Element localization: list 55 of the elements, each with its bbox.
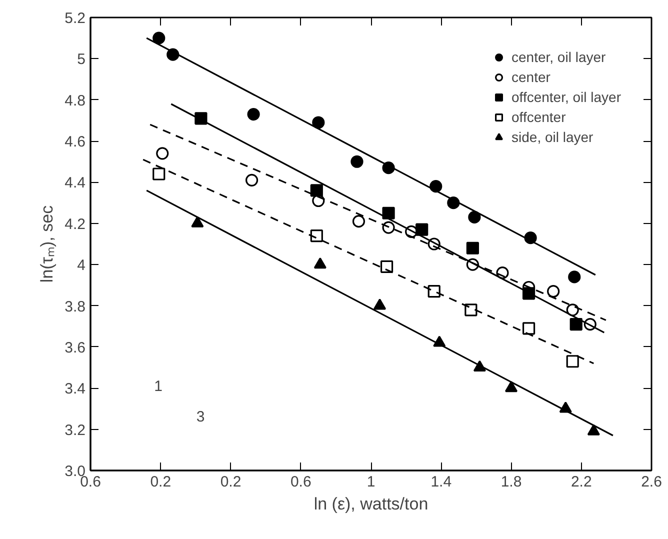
- point: [568, 270, 581, 284]
- y-tick-label: 3.6: [64, 339, 86, 356]
- point: [245, 174, 258, 186]
- y-tick-label: 3.4: [64, 380, 86, 398]
- point: [310, 184, 323, 197]
- point: [156, 147, 169, 160]
- point: [382, 206, 395, 220]
- point: [314, 257, 326, 269]
- x-tick-label: 2.6: [641, 474, 662, 490]
- x-tick-label: 2.2: [570, 474, 592, 490]
- x-tick-label: 1.8: [500, 474, 522, 490]
- point: [310, 229, 323, 242]
- point: [382, 221, 395, 234]
- point: [247, 108, 260, 121]
- x-tick-label: 0.6: [290, 474, 312, 490]
- y-tick-label: 4.4: [64, 174, 86, 192]
- y-tick-label: 3.2: [64, 422, 86, 439]
- legend-label: offcenter: [512, 109, 566, 125]
- point: [464, 304, 478, 316]
- x-tick-label: 1.4: [430, 474, 452, 490]
- annotation: 3: [196, 408, 205, 426]
- y-tick-label: 5.2: [64, 10, 86, 27]
- y-tick-label: 3.8: [64, 298, 86, 316]
- point: [468, 210, 481, 224]
- legend-label: side, oil layer: [512, 129, 594, 145]
- point: [428, 285, 440, 298]
- point: [350, 155, 364, 168]
- point: [547, 285, 560, 298]
- point: [570, 318, 582, 331]
- point: [352, 215, 366, 228]
- point: [312, 116, 325, 129]
- y-tick-label: 4.8: [64, 92, 86, 110]
- point: [566, 355, 579, 368]
- point: [504, 380, 518, 392]
- x-tick-label: 0.2: [220, 474, 242, 490]
- legend-label: center, oil layer: [512, 49, 606, 65]
- point: [380, 260, 394, 273]
- x-tick-label: 1: [366, 474, 376, 490]
- annotation: 1: [154, 378, 162, 395]
- x-tick-label: 0.2: [150, 474, 172, 490]
- point: [466, 242, 479, 254]
- point: [152, 32, 166, 44]
- y-tick-label: 5: [77, 51, 86, 68]
- point: [587, 424, 600, 436]
- legend-label: center: [512, 69, 550, 85]
- legend-label: offcenter, oil layer: [512, 89, 621, 105]
- x-axis-title: ln (ε), watts/ton: [314, 494, 428, 514]
- y-axis-title: ln(τₘ), sec: [38, 204, 57, 283]
- y-tick-label: 4: [77, 257, 86, 274]
- y-tick-label: 4.2: [64, 216, 86, 233]
- point: [373, 298, 386, 310]
- point: [152, 168, 166, 180]
- point: [416, 223, 428, 236]
- y-tick-label: 4.6: [64, 134, 86, 151]
- point: [522, 322, 536, 335]
